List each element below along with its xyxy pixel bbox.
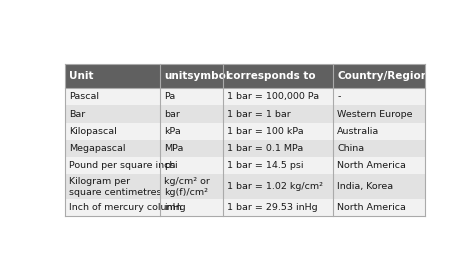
Bar [160, 157, 223, 174]
Text: Inch of mercury column: Inch of mercury column [69, 203, 182, 212]
Bar [65, 105, 160, 123]
Bar [223, 88, 333, 105]
Bar [160, 88, 223, 105]
Text: inHg: inHg [164, 203, 186, 212]
Text: 1 bar = 0.1 MPa: 1 bar = 0.1 MPa [228, 144, 304, 153]
Text: 1 bar = 14.5 psi: 1 bar = 14.5 psi [228, 161, 304, 170]
Bar [160, 174, 223, 199]
Text: Pascal: Pascal [69, 92, 99, 101]
Bar [160, 199, 223, 216]
Text: China: China [337, 144, 365, 153]
Text: 1 bar = 1.02 kg/cm²: 1 bar = 1.02 kg/cm² [228, 182, 323, 191]
Text: bar: bar [164, 110, 180, 119]
Bar [223, 174, 333, 199]
Bar [333, 157, 425, 174]
Bar [65, 64, 160, 88]
Text: Western Europe: Western Europe [337, 110, 413, 119]
Bar [223, 157, 333, 174]
Bar [223, 140, 333, 157]
Text: 1 bar = 100,000 Pa: 1 bar = 100,000 Pa [228, 92, 319, 101]
Bar [333, 64, 425, 88]
Text: Megapascal: Megapascal [69, 144, 126, 153]
Bar [333, 174, 425, 199]
Text: kPa: kPa [164, 127, 181, 136]
Bar [333, 140, 425, 157]
Text: Kilogram per
square centimetres: Kilogram per square centimetres [69, 177, 162, 197]
Bar [65, 123, 160, 140]
Bar [223, 199, 333, 216]
Text: Australia: Australia [337, 127, 380, 136]
Bar [160, 140, 223, 157]
Text: corresponds to: corresponds to [228, 71, 316, 81]
Bar [223, 105, 333, 123]
Text: Bar: Bar [69, 110, 85, 119]
Text: North America: North America [337, 203, 406, 212]
Text: Kilopascal: Kilopascal [69, 127, 117, 136]
Text: 1 bar = 1 bar: 1 bar = 1 bar [228, 110, 291, 119]
Text: MPa: MPa [164, 144, 184, 153]
Bar [160, 105, 223, 123]
Text: unitsymbol: unitsymbol [164, 71, 230, 81]
Text: 1 bar = 100 kPa: 1 bar = 100 kPa [228, 127, 304, 136]
Bar [160, 123, 223, 140]
Bar [333, 199, 425, 216]
Text: Country/Region: Country/Region [337, 71, 428, 81]
Bar [65, 174, 160, 199]
Text: -: - [337, 92, 341, 101]
Bar [333, 88, 425, 105]
Text: India, Korea: India, Korea [337, 182, 393, 191]
Text: Pa: Pa [164, 92, 176, 101]
Bar [65, 140, 160, 157]
Text: Pound per square inch: Pound per square inch [69, 161, 175, 170]
Bar [333, 105, 425, 123]
Bar [65, 88, 160, 105]
Bar [65, 157, 160, 174]
Text: kg/cm² or
kg(f)/cm²: kg/cm² or kg(f)/cm² [164, 177, 210, 197]
Bar [160, 64, 223, 88]
Text: psi: psi [164, 161, 178, 170]
Bar [223, 64, 333, 88]
Text: Unit: Unit [69, 71, 93, 81]
Bar [65, 199, 160, 216]
Text: North America: North America [337, 161, 406, 170]
Bar [333, 123, 425, 140]
Text: 1 bar = 29.53 inHg: 1 bar = 29.53 inHg [228, 203, 318, 212]
Bar [223, 123, 333, 140]
